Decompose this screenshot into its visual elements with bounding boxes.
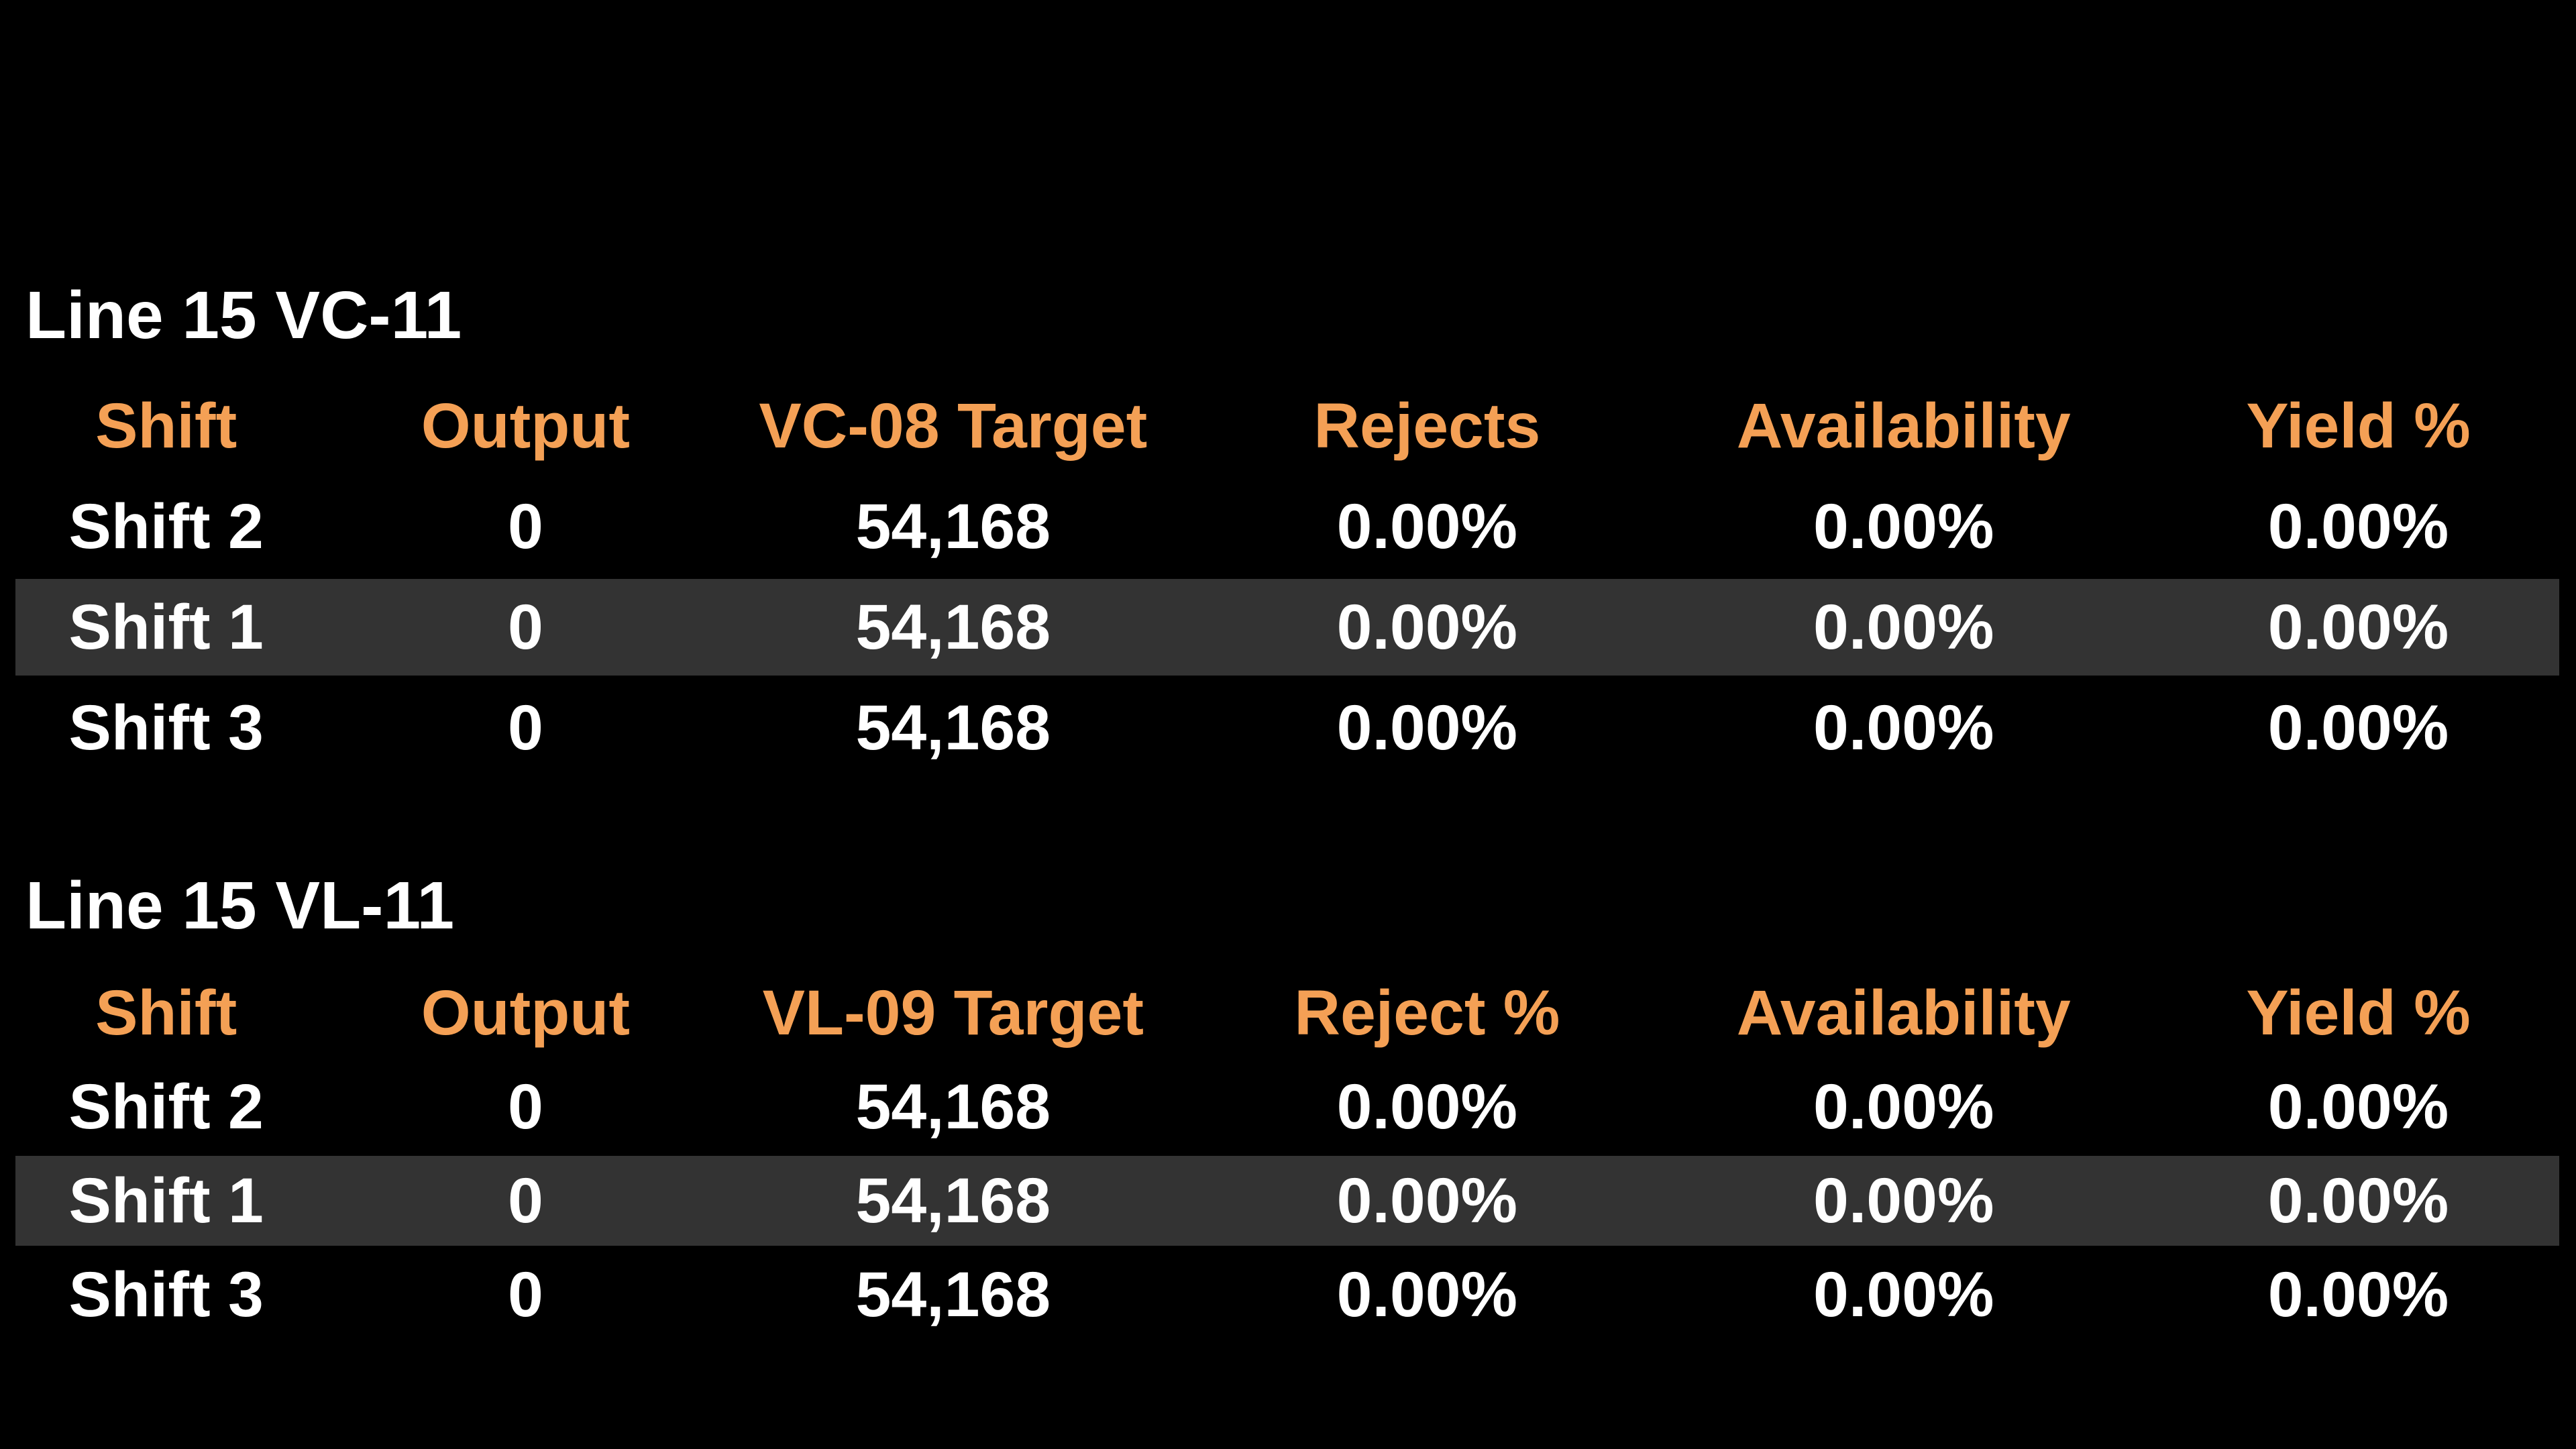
cell-rejects: 0.00% [1336, 692, 1518, 763]
row-highlight-bar [15, 579, 2559, 676]
column-header-output: Output [421, 977, 630, 1049]
column-header-output: Output [421, 390, 630, 462]
cell-target: 54,168 [855, 1071, 1051, 1142]
cell-availability: 0.00% [1813, 1258, 1994, 1330]
cell-shift: Shift 2 [68, 490, 264, 562]
column-header-rejects: Rejects [1313, 390, 1541, 462]
shift-table-vl11: Shift Output VL-09 Target Reject % Avail… [0, 966, 2576, 1342]
cell-rejects: 0.00% [1336, 591, 1518, 663]
table-row-shift1-highlighted: Shift 1 0 54,168 0.00% 0.00% 0.00% [0, 1154, 2576, 1248]
cell-output: 0 [507, 1165, 543, 1236]
cell-shift: Shift 1 [68, 1165, 264, 1236]
cell-output: 0 [507, 1258, 543, 1330]
line-section-vc11: Line 15 VC-11 Shift Output VC-08 Target … [0, 278, 2576, 778]
table-header-row: Shift Output VC-08 Target Rejects Availa… [0, 376, 2576, 476]
line-title-vl11: Line 15 VL-11 [25, 868, 455, 943]
cell-target: 54,168 [855, 692, 1051, 763]
table-row-shift2: Shift 2 0 54,168 0.00% 0.00% 0.00% [0, 476, 2576, 577]
column-header-yield: Yield % [2246, 977, 2471, 1049]
cell-output: 0 [507, 490, 543, 562]
cell-target: 54,168 [855, 591, 1051, 663]
line-title-vc11: Line 15 VC-11 [25, 278, 462, 353]
column-header-shift: Shift [95, 977, 237, 1049]
cell-yield: 0.00% [2267, 1071, 2449, 1142]
cell-availability: 0.00% [1813, 692, 1994, 763]
cell-yield: 0.00% [2267, 490, 2449, 562]
cell-availability: 0.00% [1813, 1071, 1994, 1142]
cell-yield: 0.00% [2267, 692, 2449, 763]
cell-availability: 0.00% [1813, 1165, 1994, 1236]
cell-availability: 0.00% [1813, 490, 1994, 562]
table-row-shift2: Shift 2 0 54,168 0.00% 0.00% 0.00% [0, 1060, 2576, 1154]
cell-target: 54,168 [855, 490, 1051, 562]
table-header-row: Shift Output VL-09 Target Reject % Avail… [0, 966, 2576, 1060]
column-header-availability: Availability [1736, 390, 2071, 462]
cell-reject-pct: 0.00% [1336, 1165, 1518, 1236]
cell-reject-pct: 0.00% [1336, 1258, 1518, 1330]
cell-target: 54,168 [855, 1258, 1051, 1330]
column-header-shift: Shift [95, 390, 237, 462]
cell-availability: 0.00% [1813, 591, 1994, 663]
table-row-shift1-highlighted: Shift 1 0 54,168 0.00% 0.00% 0.00% [0, 577, 2576, 678]
row-highlight-bar [15, 1156, 2559, 1246]
cell-output: 0 [507, 591, 543, 663]
cell-yield: 0.00% [2267, 1258, 2449, 1330]
cell-yield: 0.00% [2267, 591, 2449, 663]
cell-yield: 0.00% [2267, 1165, 2449, 1236]
column-header-yield: Yield % [2246, 390, 2471, 462]
cell-rejects: 0.00% [1336, 490, 1518, 562]
shift-table-vc11: Shift Output VC-08 Target Rejects Availa… [0, 376, 2576, 778]
column-header-availability: Availability [1736, 977, 2071, 1049]
cell-output: 0 [507, 692, 543, 763]
column-header-target: VL-09 Target [762, 977, 1144, 1049]
cell-target: 54,168 [855, 1165, 1051, 1236]
table-row-shift3: Shift 3 0 54,168 0.00% 0.00% 0.00% [0, 1248, 2576, 1342]
cell-shift: Shift 3 [68, 692, 264, 763]
table-row-shift3: Shift 3 0 54,168 0.00% 0.00% 0.00% [0, 678, 2576, 778]
cell-shift: Shift 1 [68, 591, 264, 663]
cell-output: 0 [507, 1071, 543, 1142]
line-section-vl11: Line 15 VL-11 Shift Output VL-09 Target … [0, 778, 2576, 1342]
column-header-reject-pct: Reject % [1294, 977, 1560, 1049]
column-header-target: VC-08 Target [759, 390, 1148, 462]
cell-shift: Shift 2 [68, 1071, 264, 1142]
cell-shift: Shift 3 [68, 1258, 264, 1330]
cell-reject-pct: 0.00% [1336, 1071, 1518, 1142]
